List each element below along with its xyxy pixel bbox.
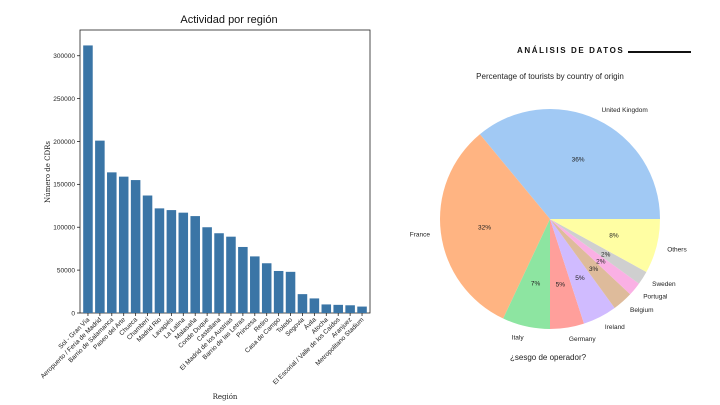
bar — [83, 45, 93, 313]
bar — [107, 172, 117, 313]
bar — [273, 270, 284, 313]
pie-percent-label: 2% — [596, 258, 606, 265]
pie-slice — [503, 219, 550, 329]
pie-slices — [440, 108, 660, 329]
bar — [321, 304, 332, 313]
pie-slice — [550, 219, 615, 324]
pie-slice — [550, 219, 584, 329]
bar-x-axis-label: Región — [213, 393, 238, 401]
bar — [95, 140, 105, 313]
section-label: ANÁLISIS DE DATOS — [517, 46, 625, 55]
pie-percent-label: 36% — [572, 157, 585, 164]
bar-y-tick-label: 250000 — [53, 96, 75, 103]
bar — [130, 180, 141, 313]
pie-percent-label: 2% — [601, 252, 611, 259]
bar — [285, 271, 296, 313]
pie-category-label: United Kingdom — [602, 107, 648, 114]
bar-y-tick-label: 50000 — [57, 267, 75, 274]
bar-y-tick-label: 300000 — [53, 53, 75, 60]
pie-category-label: Portugal — [643, 293, 668, 300]
bar — [309, 298, 320, 313]
pie-slice — [440, 134, 550, 319]
pie-percent-label: 5% — [575, 275, 585, 282]
pie-category-label: Germany — [569, 336, 596, 343]
pie-slice — [479, 108, 660, 219]
bar — [333, 304, 343, 313]
bar — [202, 227, 212, 313]
bar — [154, 208, 165, 313]
bar — [226, 236, 236, 313]
bar-chart: Actividad por región 0 50000 100000 150000 2… — [40, 14, 371, 401]
pie-chart-title: Percentage of tourists by country of ori… — [476, 72, 624, 81]
bar — [238, 246, 248, 313]
pie-percent-label: 7% — [531, 281, 541, 288]
section-rule — [628, 51, 691, 53]
pie-category-labels: United Kingdom France Italy Germany Ireland B… — [410, 107, 688, 343]
pie-category-label: Italy — [512, 334, 525, 341]
bar-series — [83, 45, 367, 313]
bar — [345, 305, 355, 313]
bar — [261, 263, 272, 313]
bar — [118, 176, 129, 313]
bar — [297, 294, 308, 313]
pie-category-label: Others — [667, 246, 687, 253]
pie-slice — [550, 219, 631, 308]
bar-y-tick-label: 200000 — [53, 139, 75, 146]
operator-bias-note: ¿sesgo de operador? — [510, 353, 587, 362]
pie-slice — [550, 219, 639, 295]
bar-chart-title: Actividad por región — [180, 14, 277, 26]
pie-percent-labels: 36% 32% 7% 5% 5% 3%2%2% 8% — [478, 157, 619, 289]
bar — [214, 233, 224, 313]
pie-category-label: Belgium — [630, 307, 653, 314]
bar — [250, 256, 260, 313]
pie-chart: Percentage of tourists by country of ori… — [410, 72, 688, 343]
pie-category-label: Sweden — [652, 281, 676, 288]
bar — [357, 306, 367, 313]
pie-slice — [550, 219, 647, 284]
bar — [166, 210, 177, 313]
bar-y-tick-label: 100000 — [53, 225, 75, 232]
bar — [190, 216, 200, 313]
bar — [178, 212, 189, 313]
bar-y-tick-label: 0 — [71, 310, 75, 317]
pie-percent-label: 32% — [478, 225, 491, 232]
pie-percent-label: 3% — [589, 266, 599, 273]
pie-slice — [550, 219, 660, 272]
pie-category-label: France — [410, 231, 431, 238]
bar-y-axis-label: Número de CDRs — [44, 141, 52, 203]
pie-category-label: Ireland — [605, 324, 625, 331]
bar-y-axis: 0 50000 100000 150000 200000 250000 300000 — [53, 53, 80, 317]
bar-y-tick-label: 150000 — [53, 182, 75, 189]
bar — [142, 195, 153, 313]
pie-percent-label: 5% — [556, 281, 566, 288]
pie-percent-label: 8% — [609, 233, 619, 240]
bar-plot-frame — [79, 29, 371, 314]
